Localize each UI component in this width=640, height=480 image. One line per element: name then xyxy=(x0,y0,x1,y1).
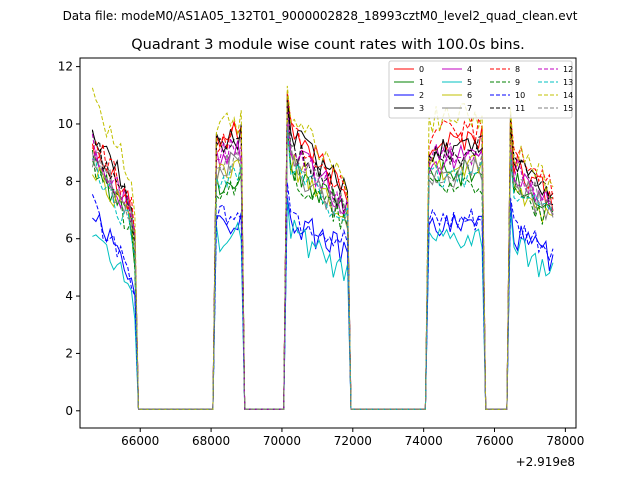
series-line-13 xyxy=(92,126,554,410)
series-line-8 xyxy=(91,91,554,410)
x-offset-label: +2.919e8 xyxy=(516,455,575,469)
x-tick-label: 78000 xyxy=(546,434,584,448)
y-tick-label: 12 xyxy=(58,60,73,74)
y-tick-label: 4 xyxy=(65,289,73,303)
x-tick-label: 66000 xyxy=(121,434,159,448)
x-tick-label: 76000 xyxy=(475,434,513,448)
legend-label-8: 8 xyxy=(515,65,520,74)
legend-label-14: 14 xyxy=(563,91,573,100)
axes-frame xyxy=(79,57,577,429)
legend-label-15: 15 xyxy=(563,104,573,113)
legend-label-5: 5 xyxy=(467,78,472,87)
series-line-15 xyxy=(91,122,554,410)
legend-label-12: 12 xyxy=(563,65,573,74)
legend-label-3: 3 xyxy=(419,104,424,113)
legend-label-10: 10 xyxy=(515,91,525,100)
legend-label-0: 0 xyxy=(419,65,424,74)
x-tick-label: 68000 xyxy=(192,434,230,448)
legend-label-13: 13 xyxy=(563,78,573,87)
legend-label-7: 7 xyxy=(467,104,472,113)
legend-label-2: 2 xyxy=(419,91,424,100)
legend-label-4: 4 xyxy=(467,65,472,74)
y-axis: 0 2 4 6 8 10 12 xyxy=(58,60,80,418)
y-tick-label: 2 xyxy=(65,346,73,360)
legend-label-9: 9 xyxy=(515,78,520,87)
y-tick-label: 0 xyxy=(65,404,73,418)
x-tick-label: 70000 xyxy=(263,434,301,448)
x-tick-label: 74000 xyxy=(405,434,443,448)
y-tick-label: 6 xyxy=(65,232,73,246)
y-tick-label: 10 xyxy=(58,117,73,131)
chart-title: Quadrant 3 module wise count rates with … xyxy=(131,37,525,53)
series-line-14 xyxy=(91,85,554,410)
legend-label-11: 11 xyxy=(515,104,525,113)
x-tick-label: 72000 xyxy=(334,434,372,448)
legend-label-1: 1 xyxy=(419,78,424,87)
legend-box xyxy=(388,60,573,119)
y-tick-label: 8 xyxy=(65,174,73,188)
series-layer xyxy=(91,85,554,410)
x-axis: 66000 68000 70000 72000 74000 76000 78000 xyxy=(121,428,584,448)
legend-label-6: 6 xyxy=(467,91,472,100)
data-file-label: Data file: modeM0/AS1A05_132T01_90000028… xyxy=(63,9,578,23)
